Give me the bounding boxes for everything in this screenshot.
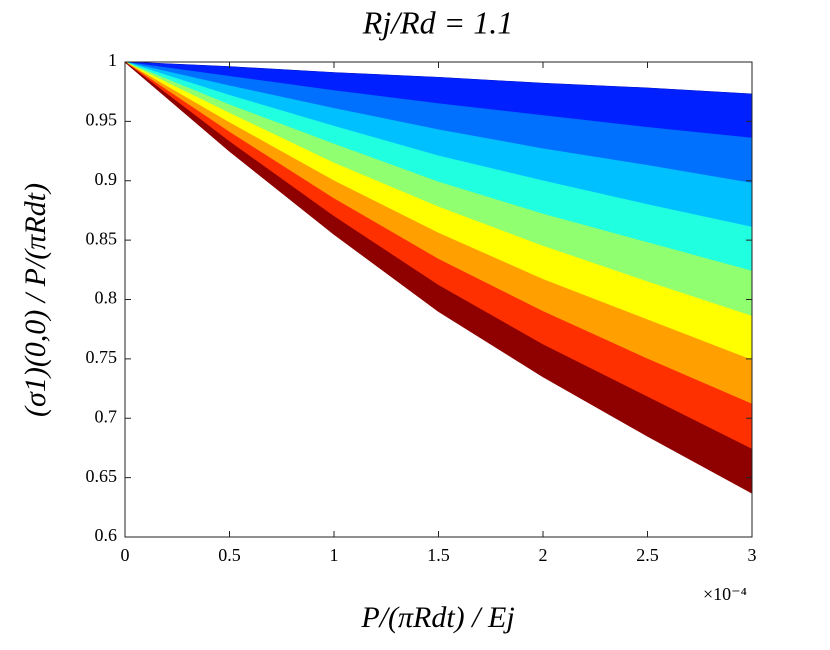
y-tick-label: 0.8: [95, 288, 118, 308]
x-tick-label: 3: [748, 545, 757, 565]
curve: [124, 61, 753, 494]
x-multiplier: ×10⁻⁴: [703, 584, 747, 604]
y-tick-label: 0.9: [95, 169, 118, 189]
chart-title: Rj/Rd = 1.1: [362, 4, 513, 40]
x-tick-label: 1.5: [427, 545, 450, 565]
x-tick-label: 2: [539, 545, 548, 565]
y-tick-label: 0.7: [95, 406, 118, 426]
y-tick-label: 0.65: [86, 466, 118, 486]
y-tick-label: 1: [108, 50, 117, 70]
x-tick-label: 1: [330, 545, 339, 565]
y-axis-label: (σ1)(0,0) / P/(πRdt): [19, 183, 52, 417]
y-tick-label: 0.95: [86, 110, 118, 130]
y-tick-label: 0.6: [95, 525, 118, 545]
y-tick-label: 0.75: [86, 347, 118, 367]
x-axis-label: P/(πRdt) / Ej: [360, 601, 514, 634]
x-tick-label: 0.5: [218, 545, 241, 565]
x-tick-label: 2.5: [636, 545, 659, 565]
y-tick-label: 0.85: [86, 228, 118, 248]
x-tick-label: 0: [121, 545, 130, 565]
